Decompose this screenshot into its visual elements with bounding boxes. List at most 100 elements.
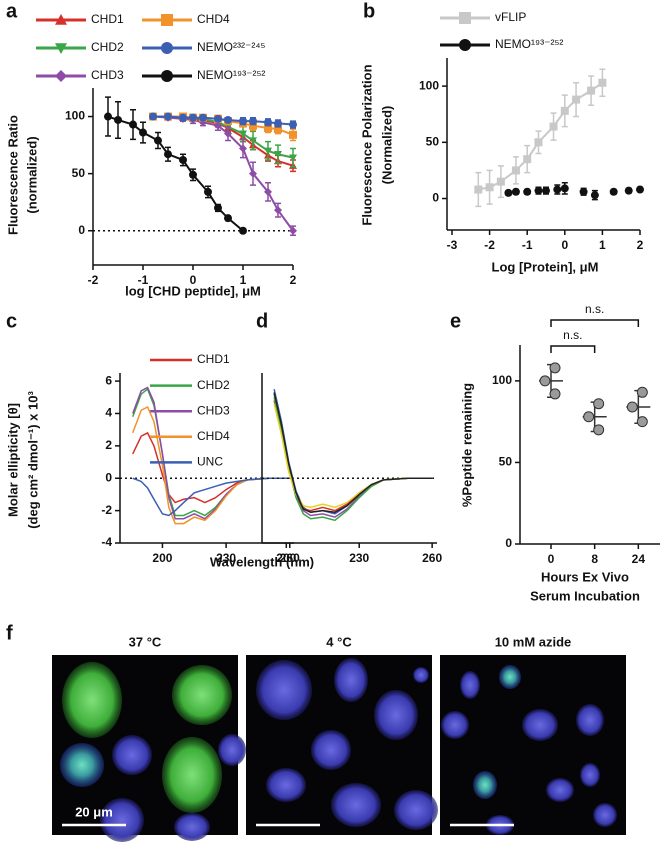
data-point — [224, 129, 232, 138]
x-tick-label: 1 — [599, 238, 606, 252]
x-tick-label: 0 — [190, 273, 197, 287]
data-point — [224, 214, 232, 223]
y-tick-label: 100 — [65, 109, 85, 123]
y-axis-label: Fluorescence Polarization — [359, 64, 374, 225]
x-tick-label: -1 — [522, 238, 533, 252]
data-point — [579, 187, 588, 196]
panel-letter: f — [6, 622, 13, 644]
data-point — [274, 206, 282, 215]
x-tick-label: 2 — [290, 273, 297, 287]
y-tick-label: 4 — [105, 406, 112, 420]
data-point — [239, 130, 247, 138]
data-point — [214, 203, 222, 212]
cell — [580, 763, 600, 787]
legend-label: NEMO²³²⁻²⁴⁵ — [197, 40, 265, 54]
x-tick-label: 230 — [349, 551, 369, 565]
legend-label: CHD3 — [91, 68, 124, 82]
cell — [546, 778, 574, 802]
data-point — [164, 150, 172, 159]
series-line — [132, 405, 290, 525]
x-tick-label: 24 — [632, 552, 646, 566]
data-point — [504, 188, 513, 197]
panel-letter: a — [6, 0, 18, 22]
cell — [100, 798, 144, 842]
cell — [394, 790, 438, 830]
cell — [413, 667, 429, 683]
data-point — [289, 226, 297, 235]
data-point — [274, 119, 282, 128]
data-point — [593, 424, 605, 436]
y-tick-label: 6 — [105, 373, 112, 387]
y-tick-label: 50 — [499, 455, 513, 469]
cell — [374, 690, 418, 740]
data-point — [511, 187, 520, 196]
cell — [311, 730, 351, 770]
data-point — [249, 117, 257, 126]
micrograph — [440, 655, 626, 835]
data-point — [636, 386, 648, 398]
cell — [62, 662, 122, 738]
cell — [174, 813, 210, 841]
x-axis-label: Hours Ex Vivo — [541, 569, 629, 584]
y-axis-label: Molar ellipticity [θ] — [5, 403, 20, 517]
data-point — [249, 169, 257, 178]
data-point — [179, 113, 187, 122]
y-axis-label: (deg cm² dmol⁻¹) x 10³ — [25, 391, 40, 529]
x-tick-label: -2 — [88, 273, 99, 287]
y-tick-label: -2 — [101, 503, 112, 517]
legend-marker — [161, 14, 173, 26]
legend-label: CHD4 — [197, 429, 230, 443]
data-point — [485, 183, 494, 192]
data-point — [523, 187, 532, 196]
data-point — [590, 191, 599, 200]
x-tick-label: -3 — [447, 238, 458, 252]
micrograph — [52, 655, 246, 842]
legend-label: CHD4 — [197, 12, 230, 26]
x-tick-label: 260 — [422, 551, 442, 565]
data-point — [549, 122, 558, 131]
cell — [473, 771, 497, 799]
data-point — [542, 186, 550, 195]
x-tick-label: -2 — [484, 238, 495, 252]
data-point — [511, 166, 520, 175]
data-point — [274, 151, 282, 159]
data-point — [239, 144, 247, 153]
data-point — [496, 177, 505, 186]
x-tick-label: 2 — [637, 238, 644, 252]
series-line — [107, 115, 244, 232]
significance-label: n.s. — [563, 328, 582, 342]
panel-letter: b — [363, 0, 375, 22]
scale-bar-label: 20 μm — [75, 804, 113, 819]
data-point — [204, 187, 212, 196]
cell — [576, 704, 604, 736]
data-point — [224, 115, 232, 124]
data-point — [539, 375, 551, 387]
data-point — [560, 106, 569, 115]
data-point — [214, 121, 222, 130]
data-point — [264, 118, 272, 127]
x-tick-label: -1 — [138, 273, 149, 287]
data-point — [214, 114, 222, 123]
data-point — [289, 154, 297, 162]
y-tick-label: 0 — [105, 470, 112, 484]
y-axis-label: (Normalized) — [379, 106, 394, 185]
x-tick-label: 260 — [280, 551, 300, 565]
micrograph — [246, 655, 438, 835]
legend-label: CHD3 — [197, 403, 230, 417]
data-point — [139, 128, 147, 137]
data-point — [636, 185, 644, 194]
y-tick-label: 100 — [419, 78, 439, 92]
image-label: 37 °C — [129, 634, 162, 649]
data-point — [189, 113, 197, 122]
cell — [162, 737, 222, 813]
legend-label: UNC — [197, 455, 223, 469]
data-point — [264, 147, 272, 155]
data-point — [199, 113, 207, 122]
data-point — [189, 170, 197, 179]
cell — [460, 671, 480, 699]
cell — [60, 743, 104, 787]
data-point — [164, 112, 172, 121]
panel-letter: c — [6, 310, 17, 332]
cell — [499, 665, 521, 689]
